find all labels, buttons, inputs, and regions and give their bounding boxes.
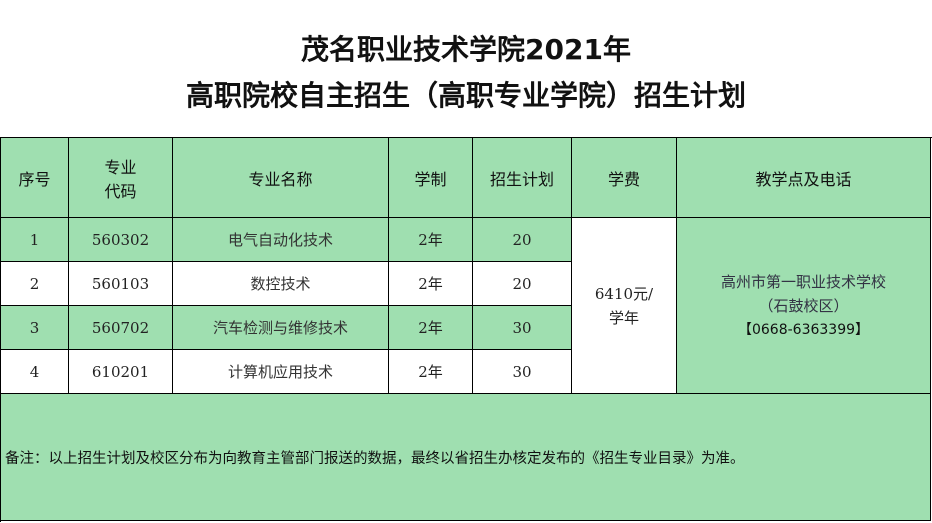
- row-4-plan: 30: [473, 350, 572, 394]
- row-4-name: 计算机应用技术: [173, 350, 389, 394]
- row-1-code: 560302: [69, 218, 173, 262]
- row-4-years: 2年: [389, 350, 473, 394]
- header-code: 专业 代码: [69, 138, 173, 218]
- header-fee: 学费: [572, 138, 677, 218]
- row-2-years: 2年: [389, 262, 473, 306]
- site-cell: 高州市第一职业技术学校 （石鼓校区） 【0668-6363399】: [677, 218, 931, 394]
- row-4-code: 610201: [69, 350, 173, 394]
- header-site: 教学点及电话: [677, 138, 931, 218]
- row-3-plan: 30: [473, 306, 572, 350]
- row-4-no: 4: [1, 350, 69, 394]
- row-3-years: 2年: [389, 306, 473, 350]
- header-plan: 招生计划: [473, 138, 572, 218]
- site-campus: （石鼓校区）: [758, 296, 849, 315]
- row-3-no: 3: [1, 306, 69, 350]
- title-line-1: 茂名职业技术学院2021年: [301, 33, 631, 66]
- row-1-no: 1: [1, 218, 69, 262]
- row-2-name: 数控技术: [173, 262, 389, 306]
- row-1-years: 2年: [389, 218, 473, 262]
- fee-cell: 6410元/ 学年: [572, 218, 677, 394]
- row-1-name: 电气自动化技术: [173, 218, 389, 262]
- title-line-2: 高职院校自主招生（高职专业学院）招生计划: [185, 79, 746, 112]
- row-3-code: 560702: [69, 306, 173, 350]
- header-no: 序号: [1, 138, 69, 218]
- row-1-plan: 20: [473, 218, 572, 262]
- site-phone: 【0668-6363399】: [737, 321, 870, 338]
- header-years: 学制: [389, 138, 473, 218]
- note: 备注：以上招生计划及校区分布为向教育主管部门报送的数据，最终以省招生办核定发布的…: [1, 394, 931, 521]
- row-2-plan: 20: [473, 262, 572, 306]
- site-school: 高州市第一职业技术学校: [720, 272, 886, 291]
- row-2-code: 560103: [69, 262, 173, 306]
- header-name: 专业名称: [173, 138, 389, 218]
- row-3-name: 汽车检测与维修技术: [173, 306, 389, 350]
- plan-table: [0, 137, 932, 522]
- row-2-no: 2: [1, 262, 69, 306]
